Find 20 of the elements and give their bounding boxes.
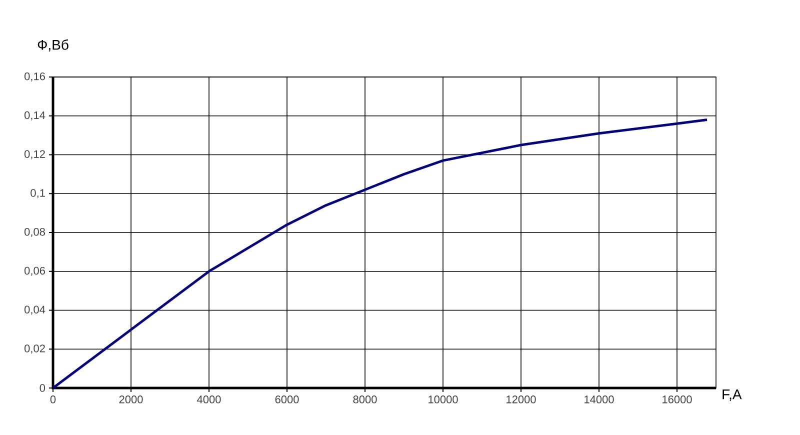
x-tick-label: 6000 (275, 396, 299, 404)
y-tick-label: 0,1 (30, 189, 45, 198)
x-tick-label: 0 (50, 396, 56, 404)
x-tick-label: 10000 (428, 396, 458, 404)
x-tick-label: 8000 (353, 396, 377, 404)
x-tick-label: 14000 (584, 396, 614, 404)
y-tick-label: 0,02 (24, 344, 45, 354)
y-tick-label: 0,14 (24, 111, 46, 120)
y-tick-label: 0 (40, 384, 46, 392)
y-tick-label: 0,12 (24, 150, 45, 160)
x-tick-label: 16000 (662, 396, 692, 404)
y-tick-label: 0,16 (24, 72, 45, 82)
x-tick-label: 4000 (197, 396, 221, 404)
x-axis-title: F,A (722, 390, 742, 401)
y-tick-label: 0,08 (24, 228, 45, 238)
y-tick-label: 0,04 (24, 306, 46, 315)
y-tick-label: 0,06 (24, 266, 45, 276)
x-tick-label: 2000 (119, 396, 143, 404)
x-tick-label: 12000 (506, 396, 536, 404)
y-axis-title: Ф,Вб (38, 39, 68, 52)
